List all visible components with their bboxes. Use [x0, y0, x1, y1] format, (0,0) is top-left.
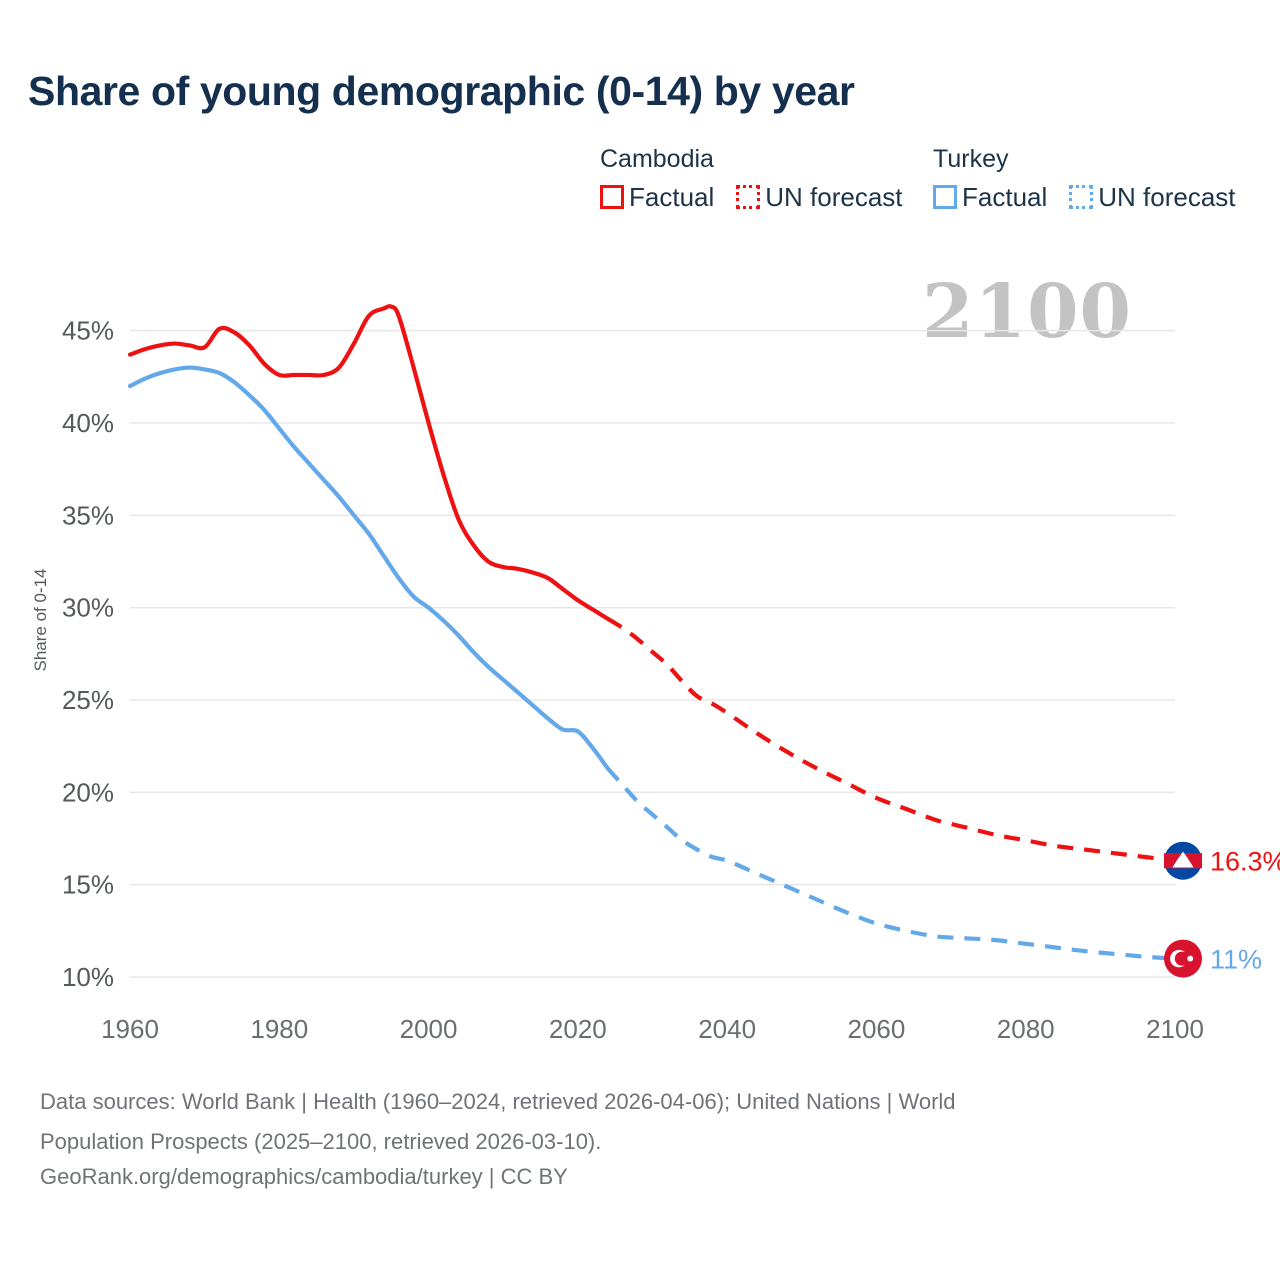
chart-legend: Cambodia Factual UN forecast Turkey Fact… — [600, 144, 1260, 224]
x-axis-tick-labels: 1960 1980 2000 2020 2040 2060 2080 2100 — [101, 1014, 1204, 1044]
solid-line-swatch-icon — [933, 185, 957, 209]
x-tick-label: 2020 — [549, 1014, 607, 1044]
page-title: Share of young demographic (0-14) by yea… — [28, 68, 855, 114]
x-tick-label: 2080 — [997, 1014, 1055, 1044]
legend-country-turkey: Turkey — [933, 145, 1009, 173]
y-axis-title: Share of 0-14 — [31, 568, 50, 671]
legend-group-turkey: Turkey Factual UN forecast — [933, 144, 1236, 210]
y-tick-label: 45% — [62, 316, 114, 346]
legend-item-cambodia-forecast[interactable]: UN forecast — [736, 182, 903, 212]
x-tick-label: 2060 — [848, 1014, 906, 1044]
endpoint-markers: 16.3% 11% — [1164, 841, 1280, 978]
footer-sources: Data sources: World Bank | Health (1960–… — [40, 1084, 1220, 1194]
legend-row-turkey: Factual UN forecast — [933, 184, 1236, 210]
series-line-forecast-cambodia — [606, 616, 1176, 863]
y-tick-label: 20% — [62, 777, 114, 807]
series-line-forecast-turkey — [606, 766, 1176, 961]
legend-group-cambodia: Cambodia Factual UN forecast — [600, 144, 903, 210]
footer-line-1: Data sources: World Bank | Health (1960–… — [40, 1089, 956, 1114]
plot-area: 10% 15% 20% 25% 30% 35% 40% 45% 1960 1980 2000 202… — [31, 304, 1280, 1044]
endpoint-label-cambodia: 16.3% — [1210, 847, 1280, 877]
y-axis-tick-labels: 10% 15% 20% 25% 30% 35% 40% 45% — [62, 316, 114, 992]
x-tick-label: 1980 — [250, 1014, 308, 1044]
legend-row-cambodia: Factual UN forecast — [600, 184, 903, 210]
endpoint-label-turkey: 11% — [1210, 945, 1262, 975]
footer-line-2: Population Prospects (2025–2100, retriev… — [40, 1129, 602, 1154]
turkey-flag-icon[interactable] — [1164, 939, 1202, 978]
legend-label-turkey-forecast: UN forecast — [1098, 182, 1236, 212]
solid-line-swatch-icon — [600, 185, 624, 209]
legend-item-turkey-forecast[interactable]: UN forecast — [1069, 182, 1236, 212]
x-tick-label: 2000 — [400, 1014, 458, 1044]
legend-label-turkey-factual: Factual — [962, 182, 1048, 212]
series-line-factual-cambodia — [127, 304, 610, 621]
y-tick-label: 25% — [62, 685, 114, 715]
y-tick-label: 15% — [62, 870, 114, 900]
legend-item-turkey-factual[interactable]: Factual — [933, 184, 1047, 210]
y-tick-label: 10% — [62, 962, 114, 992]
x-tick-label: 2040 — [698, 1014, 756, 1044]
y-tick-label: 35% — [62, 500, 114, 530]
gridlines — [130, 329, 1175, 978]
legend-label-cambodia-factual: Factual — [629, 182, 715, 212]
dotted-line-swatch-icon — [736, 185, 761, 209]
legend-label-cambodia-forecast: UN forecast — [765, 182, 903, 212]
y-tick-label: 30% — [62, 593, 114, 623]
data-series — [127, 304, 1176, 961]
y-tick-label: 40% — [62, 408, 114, 438]
dotted-line-swatch-icon — [1069, 185, 1094, 209]
x-tick-label: 1960 — [101, 1014, 159, 1044]
year-watermark: 2100 — [922, 269, 1132, 355]
series-line-factual-turkey — [127, 365, 610, 771]
cambodia-flag-icon[interactable] — [1164, 841, 1202, 880]
legend-country-cambodia: Cambodia — [600, 145, 714, 173]
x-tick-label: 2100 — [1146, 1014, 1204, 1044]
legend-item-cambodia-factual[interactable]: Factual — [600, 184, 714, 210]
footer-line-3: GeoRank.org/demographics/cambodia/turkey… — [40, 1164, 568, 1189]
